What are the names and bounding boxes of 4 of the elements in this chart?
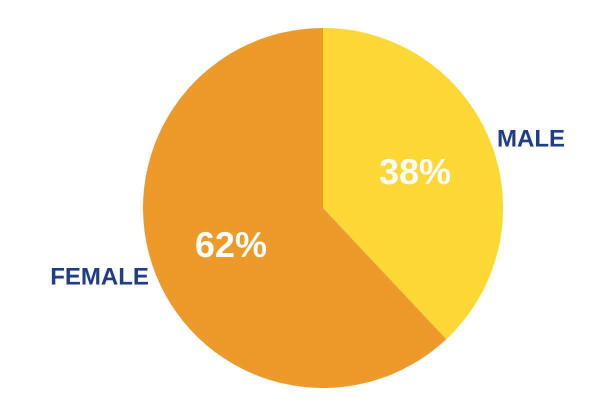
data-label: 62% (194, 224, 267, 265)
data-label: 38% (379, 151, 452, 192)
slice-label: FEMALE (50, 263, 149, 290)
slice-label: MALE (497, 126, 566, 153)
